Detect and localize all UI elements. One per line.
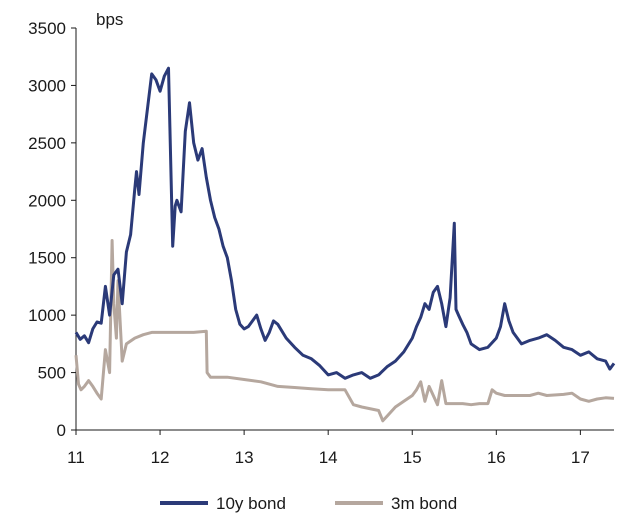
x-tick-label: 12 <box>151 448 170 467</box>
y-unit-label: bps <box>96 10 123 29</box>
y-tick-label: 3500 <box>28 19 66 38</box>
y-tick-label: 2500 <box>28 134 66 153</box>
x-tick-label: 16 <box>487 448 506 467</box>
x-tick-label: 15 <box>403 448 422 467</box>
y-tick-label: 1000 <box>28 306 66 325</box>
y-tick-label: 2000 <box>28 191 66 210</box>
y-tick-label: 3000 <box>28 76 66 95</box>
legend-item-3m-bond: 3m bond <box>335 494 457 513</box>
series-line-10y-bond <box>74 66 616 380</box>
legend-item-10y-bond: 10y bond <box>160 494 286 513</box>
series-line-3m-bond <box>74 239 615 423</box>
y-tick-label: 500 <box>38 364 66 383</box>
legend-label: 3m bond <box>391 494 457 513</box>
x-tick-label: 11 <box>67 448 85 467</box>
x-tick-label: 13 <box>235 448 254 467</box>
x-tick-label: 14 <box>319 448 338 467</box>
x-tick-label: 17 <box>571 448 590 467</box>
legend: 10y bond 3m bond <box>160 494 457 513</box>
y-tick-label: 0 <box>57 421 66 440</box>
y-axis: 0 500 1000 1500 2000 2500 3000 3500 <box>28 19 77 440</box>
y-tick-label: 1500 <box>28 249 66 268</box>
x-axis: 11 12 13 14 15 16 17 <box>67 429 614 467</box>
legend-label: 10y bond <box>216 494 286 513</box>
series-layer <box>74 66 616 423</box>
